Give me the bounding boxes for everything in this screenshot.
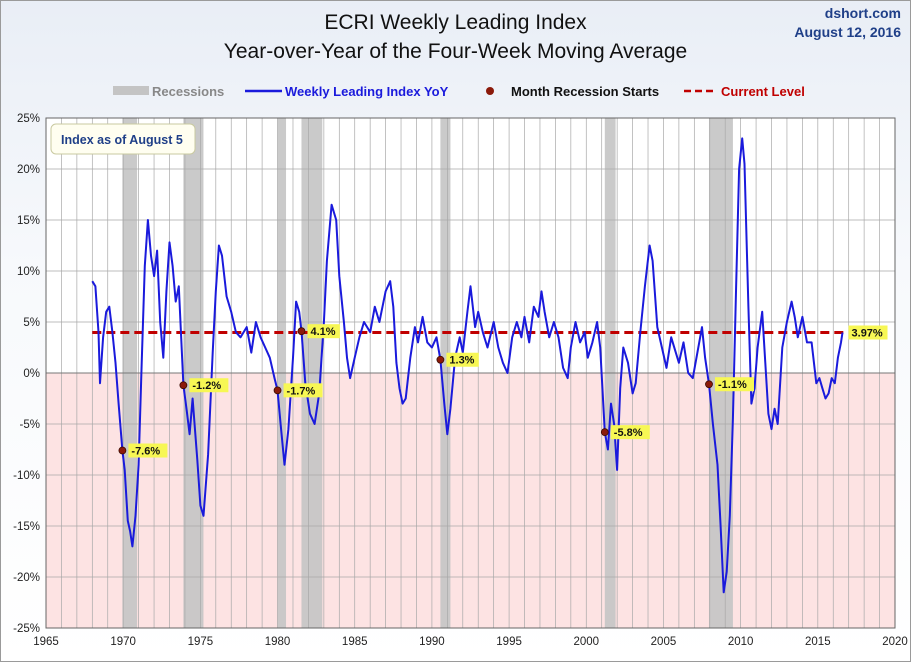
recession-start-marker	[118, 446, 127, 455]
recession-start-marker	[297, 327, 306, 336]
x-tick-label: 2015	[805, 636, 831, 648]
legend-series-label: Weekly Leading Index YoY	[285, 84, 449, 99]
chart-subtitle: Year-over-Year of the Four-Week Moving A…	[223, 40, 688, 63]
recession-start-label-bg	[283, 383, 323, 398]
x-tick-label: 2020	[882, 636, 908, 648]
recession-start-label: -1.1%	[718, 379, 747, 391]
x-tick-label: 1985	[342, 636, 368, 648]
y-tick-label: -20%	[13, 572, 40, 584]
recession-start-marker	[705, 380, 713, 389]
recession-start-label: -5.8%	[614, 427, 643, 439]
note-box: Index as of August 5	[50, 123, 196, 155]
x-tick-label: 1970	[110, 636, 136, 648]
current-level-label-bg	[848, 325, 888, 340]
plot-area: 25% 20% 15% 10% 5% 0% -5% -10% -15% -20% -25%1965 1…	[13, 113, 908, 648]
legend-marker-swatch	[486, 87, 494, 95]
recession-start-label: 1.3%	[449, 355, 474, 367]
legend-recession-swatch	[113, 86, 149, 95]
y-tick-label: -15%	[13, 521, 40, 533]
recession-start-marker	[273, 386, 282, 395]
note-background	[50, 123, 196, 155]
recession-start-label-bg	[128, 443, 168, 458]
y-tick-label: 15%	[17, 215, 40, 227]
recession-start-label-bg	[610, 425, 650, 440]
y-tick-label: 5%	[23, 317, 40, 329]
y-tick-label: -25%	[13, 623, 40, 635]
series-line	[91, 137, 844, 594]
y-tick-label: -10%	[13, 470, 40, 482]
source-label: dshort.com	[824, 5, 901, 21]
date-label: August 12, 2016	[794, 24, 901, 40]
chart-title: ECRI Weekly Leading Index	[324, 11, 587, 34]
y-tick-label: 25%	[17, 113, 40, 125]
recession-start-label: -7.6%	[131, 446, 160, 458]
note-text: Index as of August 5	[61, 133, 183, 147]
recession-start-label: 4.1%	[310, 326, 335, 338]
recession-start-label: -1.2%	[192, 380, 221, 392]
recession-start-marker	[436, 355, 445, 364]
legend-recessions-label: Recessions	[152, 84, 224, 99]
recession-start-marker	[179, 381, 188, 390]
y-tick-label: 0%	[23, 368, 40, 380]
x-tick-label: 1990	[419, 636, 445, 648]
x-tick-label: 1965	[33, 636, 59, 648]
x-tick-label: 2005	[651, 636, 677, 648]
x-tick-label: 1980	[265, 636, 291, 648]
recession-start-label: -1.7%	[287, 385, 316, 397]
legend: Recessions Weekly Leading Index YoY Mont…	[113, 84, 805, 99]
legend-markers-label: Month Recession Starts	[511, 84, 659, 99]
recession-start-label-bg	[307, 324, 340, 339]
recession-start-label-bg	[189, 378, 229, 393]
x-tick-label: 2010	[728, 636, 754, 648]
y-tick-label: 20%	[17, 164, 40, 176]
recession-start-label-bg	[446, 352, 479, 367]
legend-current-label: Current Level	[721, 84, 805, 99]
y-tick-label: -5%	[20, 419, 40, 431]
x-tick-label: 2000	[573, 636, 599, 648]
y-tick-label: 10%	[17, 266, 40, 278]
plot-border	[45, 117, 896, 629]
current-level-label: 3.97%	[852, 328, 883, 340]
recession-start-label-bg	[714, 377, 754, 392]
x-tick-label: 1995	[496, 636, 522, 648]
x-tick-label: 1975	[188, 636, 214, 648]
recession-start-marker	[600, 428, 609, 437]
